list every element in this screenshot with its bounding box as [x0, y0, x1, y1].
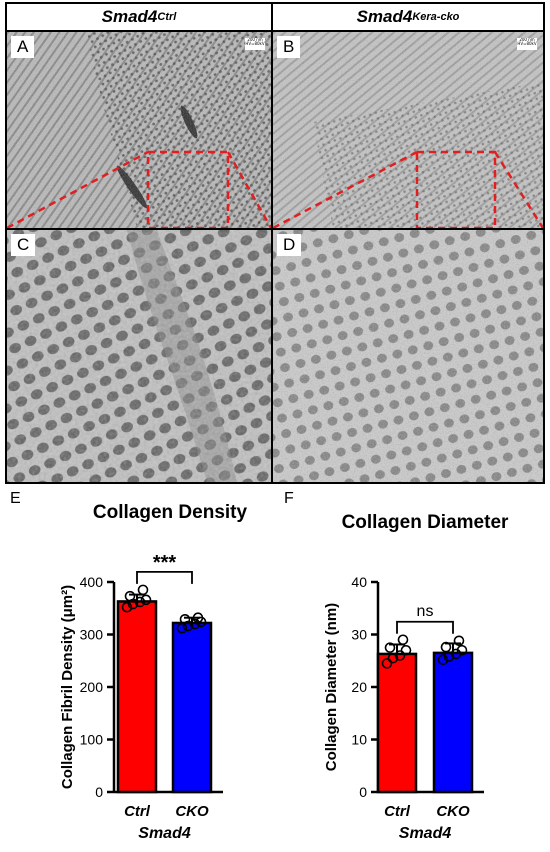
panel-letter-b: B	[277, 36, 301, 58]
chart-e-cat-label-1: CKO	[175, 803, 209, 820]
chart-f-point-0-3	[400, 644, 412, 656]
chart-f-point-1-3	[456, 644, 468, 656]
chart-e-point-0-5	[137, 584, 149, 596]
micrograph-panel-d: D	[271, 228, 545, 484]
chart-e-ytick-label-2: 200	[80, 679, 104, 695]
chart-f-point-0-0	[381, 658, 393, 669]
header-cko-base: Smad4	[356, 7, 413, 26]
micrograph-panel-b: B 200 nm HV=80kV	[271, 30, 545, 230]
chart-e-bar-cko	[171, 621, 213, 794]
chart-f-group-label: Smad4	[399, 825, 452, 842]
header-ctrl-base: Smad4	[101, 7, 158, 26]
chart-f-point-0-2	[394, 650, 406, 661]
chart-e-sig-label: ***	[153, 552, 177, 574]
chart-f-point-1-0	[437, 654, 449, 665]
chart-f-cat-label-0: Ctrl	[384, 803, 411, 820]
chart-f-bar-cko	[432, 651, 474, 794]
chart-f-point-0-5	[397, 634, 409, 646]
chart-f-ytick-label-1: 10	[351, 732, 367, 748]
header-cko: Smad4 Kera-cko	[271, 2, 545, 32]
chart-e-point-1-2	[189, 618, 201, 630]
chart-f-point-0-4	[384, 642, 396, 653]
panel-letter-a: A	[11, 36, 35, 58]
chart-e-point-0-4	[124, 590, 136, 602]
chart-f-point-1-4	[440, 641, 452, 653]
micrograph-a-image	[7, 32, 271, 228]
chart-f-ytick-label-0: 0	[359, 784, 367, 800]
chart-f: 0 10 20 30 40 Collagen Diameter (nm) Ctrl CKO Sm…	[323, 574, 484, 842]
chart-f-ytick-label-4: 40	[351, 574, 367, 590]
chart-f-point-1-5	[453, 635, 465, 647]
chart-f-bar-ctrl	[376, 652, 418, 794]
chart-e-point-0-2	[134, 596, 146, 608]
chart-e-point-0-3	[140, 594, 152, 606]
chart-e-point-1-5	[192, 612, 204, 623]
chart-e-y-title: Collagen Fibril Density (μm²)	[59, 585, 76, 789]
chart-e-cat-label-0: Ctrl	[124, 803, 151, 820]
chart-e-sig-bracket	[136, 570, 193, 584]
scale-label-a: 200 nm HV=80kV	[245, 38, 265, 50]
chart-f-point-0-1	[387, 652, 399, 664]
chart-f-ytick-label-2: 20	[351, 679, 367, 695]
scale-label-b: 200 nm HV=80kV	[517, 38, 537, 50]
micrograph-panel-a: A 200 nm HV=80kV	[5, 30, 273, 230]
chart-f-point-1-1	[443, 651, 455, 662]
header-ctrl-sup: Ctrl	[157, 11, 177, 23]
chart-e-title: Collagen Density	[92, 502, 248, 523]
figure-letter-f: F	[284, 490, 294, 507]
header-cko-sup: Kera-cko	[412, 11, 460, 23]
chart-e-ytick-label-1: 100	[80, 732, 104, 748]
chart-f-title: Collagen Diameter	[341, 512, 509, 533]
micrograph-b-image	[273, 32, 543, 228]
chart-e-point-1-0	[176, 622, 188, 634]
chart-e-ytick-label-4: 400	[80, 574, 104, 590]
header-ctrl: Smad4 Ctrl	[5, 2, 273, 32]
chart-e-ytick-label-3: 300	[80, 627, 104, 643]
chart-e-point-1-1	[182, 620, 194, 632]
chart-e-bar-ctrl	[116, 600, 158, 794]
chart-e-point-1-4	[179, 613, 191, 625]
figure-letter-e: E	[10, 490, 21, 507]
chart-f-cat-label-1: CKO	[436, 803, 470, 820]
chart-e-ytick-label-0: 0	[95, 784, 103, 800]
chart-f-sig-bracket	[396, 620, 454, 634]
chart-f-y-title: Collagen Diameter (nm)	[323, 603, 340, 771]
chart-f-sig-label: ns	[417, 603, 434, 620]
chart-f-ytick-label-3: 30	[351, 627, 367, 643]
chart-e-group-label: Smad4	[138, 825, 191, 842]
micrograph-c-image	[7, 230, 271, 482]
chart-e-point-0-0	[121, 601, 133, 613]
panel-letter-c: C	[11, 234, 36, 256]
micrograph-panel-c: C	[5, 228, 273, 484]
micrograph-d-image	[273, 230, 543, 482]
panel-letter-d: D	[277, 234, 302, 256]
